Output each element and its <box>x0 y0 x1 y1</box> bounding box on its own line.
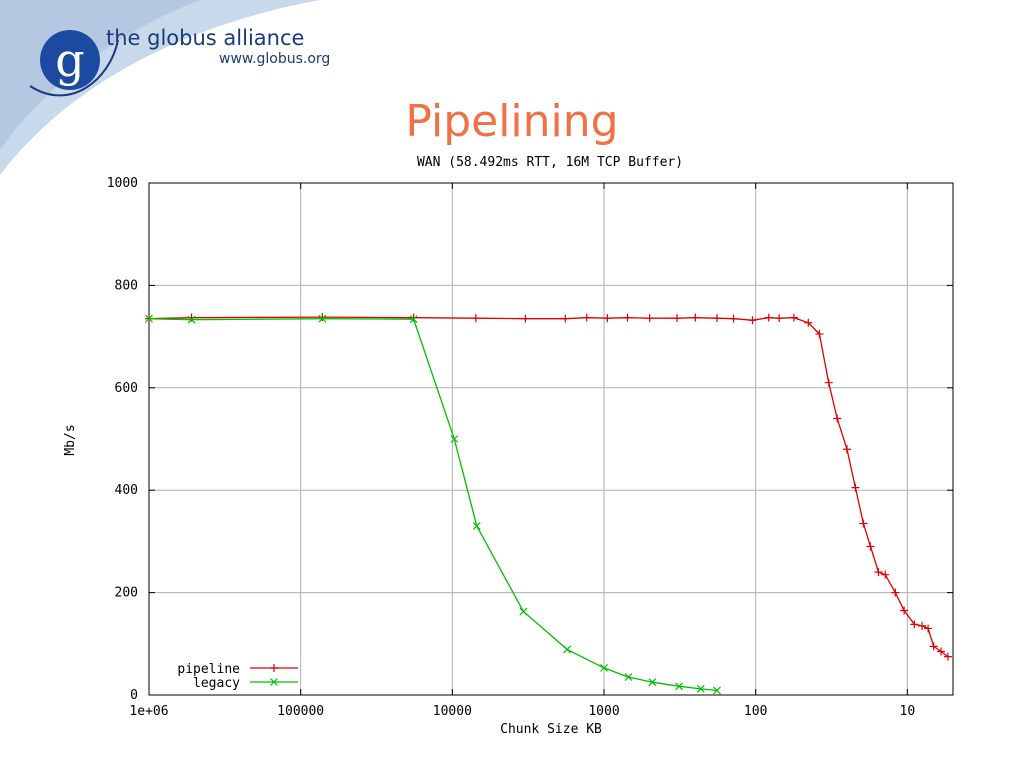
data-point <box>696 684 705 693</box>
data-point <box>318 314 327 323</box>
data-point <box>409 315 418 324</box>
header-banner: g <box>0 0 320 175</box>
data-point <box>910 620 919 629</box>
data-point <box>929 642 938 651</box>
x-axis-label: Chunk Size KB <box>500 722 602 737</box>
series-line-pipeline <box>148 316 949 658</box>
series-legacy <box>145 314 721 695</box>
data-point <box>936 647 945 656</box>
data-point <box>673 314 682 323</box>
x-tick-label: 100 <box>744 704 767 719</box>
x-tick-label: 1000 <box>588 704 619 719</box>
data-point <box>521 314 530 323</box>
data-point <box>748 316 757 325</box>
brand-url: www.globus.org <box>219 51 331 67</box>
x-tick-label: 10000 <box>433 704 472 719</box>
x-axis: 1e+06 100000 10000 1000 100 10 <box>129 183 915 719</box>
data-point <box>318 313 327 322</box>
data-point <box>624 673 633 682</box>
data-point <box>874 568 883 577</box>
data-point <box>600 663 608 672</box>
data-point <box>270 664 278 672</box>
data-point <box>775 314 784 323</box>
y-axis-label: Mb/s <box>63 424 78 455</box>
legend-label-legacy: legacy <box>193 676 240 691</box>
data-point <box>881 570 890 579</box>
data-point <box>450 435 459 443</box>
brand-name: the globus alliance <box>106 26 305 50</box>
data-point <box>563 645 572 654</box>
data-point <box>187 315 196 324</box>
data-point <box>675 682 683 691</box>
globus-logo: g <box>29 30 119 97</box>
slide-title: Pipelining <box>405 96 619 147</box>
banner-swoosh-shade <box>0 0 200 150</box>
data-point <box>833 414 842 423</box>
data-point <box>561 314 570 323</box>
y-tick-label: 0 <box>130 688 138 703</box>
legend-box <box>150 660 300 694</box>
chart-title: WAN (58.492ms RTT, 16M TCP Buffer) <box>417 155 683 170</box>
data-point <box>918 621 927 630</box>
x-tick-label: 10 <box>900 704 916 719</box>
y-tick-label: 800 <box>115 278 138 293</box>
y-tick-label: 200 <box>115 586 138 601</box>
plot-frame <box>148 182 954 696</box>
data-point <box>866 542 875 551</box>
data-point <box>623 313 632 322</box>
series-pipeline <box>145 313 952 661</box>
data-point <box>891 588 900 597</box>
data-point <box>924 624 933 633</box>
y-tick-label: 1000 <box>107 176 138 191</box>
data-point <box>471 314 480 323</box>
data-point <box>842 445 851 454</box>
data-point <box>943 652 952 661</box>
series-line-legacy <box>148 318 718 692</box>
y-axis: 0 200 400 600 800 1000 <box>107 176 953 703</box>
data-point <box>789 313 798 322</box>
data-point <box>648 678 657 687</box>
x-tick-label: 1e+06 <box>129 704 168 719</box>
x-tick-label: 100000 <box>277 704 324 719</box>
chart-grid <box>149 183 953 695</box>
data-point <box>519 607 528 616</box>
data-point <box>270 678 278 686</box>
data-point <box>582 313 591 322</box>
data-point <box>900 606 909 615</box>
chart-legend: pipeline legacy <box>150 660 300 694</box>
y-tick-label: 600 <box>115 381 138 396</box>
data-point <box>859 519 868 528</box>
data-point <box>729 314 738 323</box>
data-point <box>712 314 721 323</box>
data-point <box>815 330 824 339</box>
data-point <box>764 313 773 322</box>
data-point <box>691 313 700 322</box>
data-point <box>804 318 813 327</box>
data-point <box>603 314 612 323</box>
data-point <box>824 378 833 387</box>
legend-label-pipeline: pipeline <box>177 662 240 677</box>
data-point <box>851 483 860 492</box>
chart-series <box>145 313 952 695</box>
data-point <box>145 314 153 323</box>
logo-letter: g <box>55 33 84 87</box>
data-point <box>713 686 721 695</box>
data-point <box>645 314 654 323</box>
data-point <box>472 522 481 530</box>
y-tick-label: 400 <box>115 483 138 498</box>
